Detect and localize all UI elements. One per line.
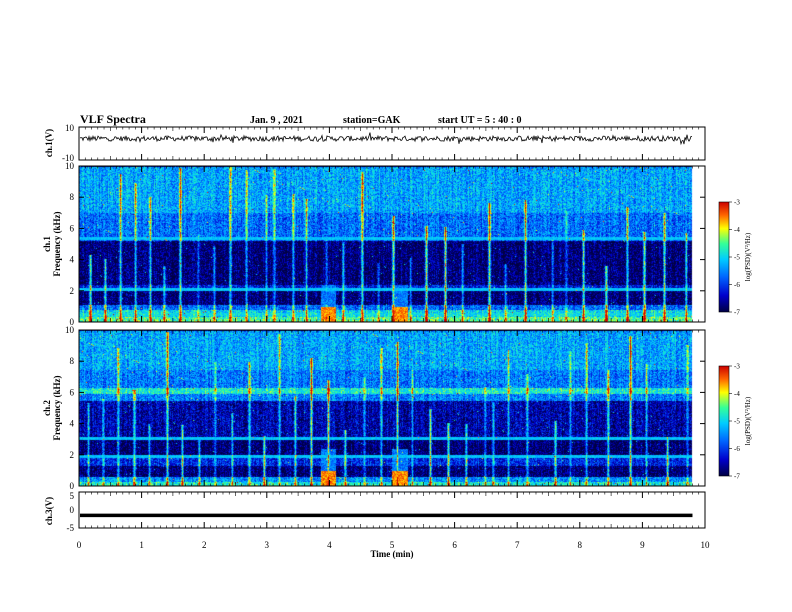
ch2-spectrogram-ylabel-channel: ch.2 xyxy=(42,400,52,416)
colorbar-tick-label: -5 xyxy=(734,418,740,426)
time-tick-label: 4 xyxy=(327,540,332,550)
ch1-waveform-plot xyxy=(79,132,693,146)
frequency-tick-label: 8 xyxy=(70,192,75,202)
time-tick-label: 8 xyxy=(578,540,583,550)
ch1-colorbar-label: log(PSD)(V²/Hz) xyxy=(744,232,752,281)
ch3-ytick-top: 5 xyxy=(70,491,75,501)
ch2-spectrogram-ylabel-frequency: Frequency (kHz) xyxy=(52,375,62,440)
colorbar-tick-label: -6 xyxy=(734,445,740,453)
frequency-tick-label: 4 xyxy=(70,419,75,429)
frequency-tick-label: 6 xyxy=(70,223,75,233)
time-tick-label: 5 xyxy=(390,540,395,550)
frequency-tick-label: 4 xyxy=(70,255,75,265)
time-tick-label: 7 xyxy=(515,540,520,550)
time-tick-label: 1 xyxy=(139,540,144,550)
ch1-ytick-top: 10 xyxy=(65,123,75,133)
colorbar-tick-label: -4 xyxy=(734,226,740,234)
ch3-waveform-panel: 5 0 -5 ch.3(V) xyxy=(44,491,706,533)
colorbar-tick-label: -5 xyxy=(734,254,740,262)
ch1-spectrogram-yticks: 0 2 4 6 8 10 xyxy=(65,161,705,327)
ch2-spectrogram-yticks: 0 2 4 6 8 10 xyxy=(65,325,705,491)
ch1-spectrogram-ylabel-channel: ch.1 xyxy=(42,236,52,252)
frequency-tick-label: 6 xyxy=(70,387,75,397)
frequency-tick-label: 2 xyxy=(70,286,75,296)
ch1-spectrogram-image xyxy=(79,166,705,322)
time-axis-label: Time (min) xyxy=(370,549,413,559)
ch3-ytick-middle: 0 xyxy=(70,505,75,515)
ch1-colorbar xyxy=(718,201,730,313)
start-time-label: start UT = 5 : 40 : 0 xyxy=(438,115,522,126)
frequency-tick-label: 0 xyxy=(70,317,75,327)
colorbar-tick-label: -7 xyxy=(734,473,740,481)
ch1-spectrogram-ylabel-frequency: Frequency (kHz) xyxy=(52,211,62,276)
ch1-waveform-panel: 10 -10 ch.1(V) xyxy=(44,123,706,163)
colorbar-tick-label: -3 xyxy=(734,363,740,371)
ch2-colorbar-ticks: -3 -4 -5 -6 -7 xyxy=(729,363,740,481)
time-tick-label: 0 xyxy=(77,540,82,550)
ch1-waveform-ylabel: ch.1(V) xyxy=(44,129,54,157)
station-label: station=GAK xyxy=(343,115,401,126)
ch2-colorbar xyxy=(718,365,730,477)
frequency-tick-label: 0 xyxy=(70,481,75,491)
frequency-tick-label: 2 xyxy=(70,450,75,460)
colorbar-tick-label: -7 xyxy=(734,309,740,317)
time-tick-label: 3 xyxy=(265,540,270,550)
colorbar-tick-label: -6 xyxy=(734,281,740,289)
time-axis-labels: 0 1 2 3 4 5 6 7 8 9 10 xyxy=(77,540,710,550)
colorbar-tick-label: -4 xyxy=(734,390,740,398)
ch2-colorbar-label: log(PSD)(V²/Hz) xyxy=(744,396,752,445)
time-axis-ticks xyxy=(78,127,706,528)
time-tick-label: 2 xyxy=(202,540,207,550)
frequency-tick-label: 10 xyxy=(65,161,75,171)
date-label: Jan. 9 , 2021 xyxy=(250,115,303,126)
ch1-waveform-line xyxy=(79,132,693,146)
ch3-waveform-ylabel: ch.3(V) xyxy=(44,497,54,525)
frequency-tick-label: 10 xyxy=(65,325,75,335)
ch3-ytick-bottom: -5 xyxy=(67,523,75,533)
ch1-ytick-bottom: -10 xyxy=(62,153,74,163)
ch2-spectrogram-image xyxy=(79,330,705,486)
time-tick-label: 9 xyxy=(640,540,645,550)
ch1-colorbar-ticks: -3 -4 -5 -6 -7 xyxy=(729,199,740,317)
colorbar-tick-label: -3 xyxy=(734,199,740,207)
figure-title: VLF Spectra xyxy=(80,112,146,126)
frequency-tick-label: 8 xyxy=(70,356,75,366)
time-tick-label: 10 xyxy=(701,540,711,550)
time-tick-label: 6 xyxy=(452,540,457,550)
